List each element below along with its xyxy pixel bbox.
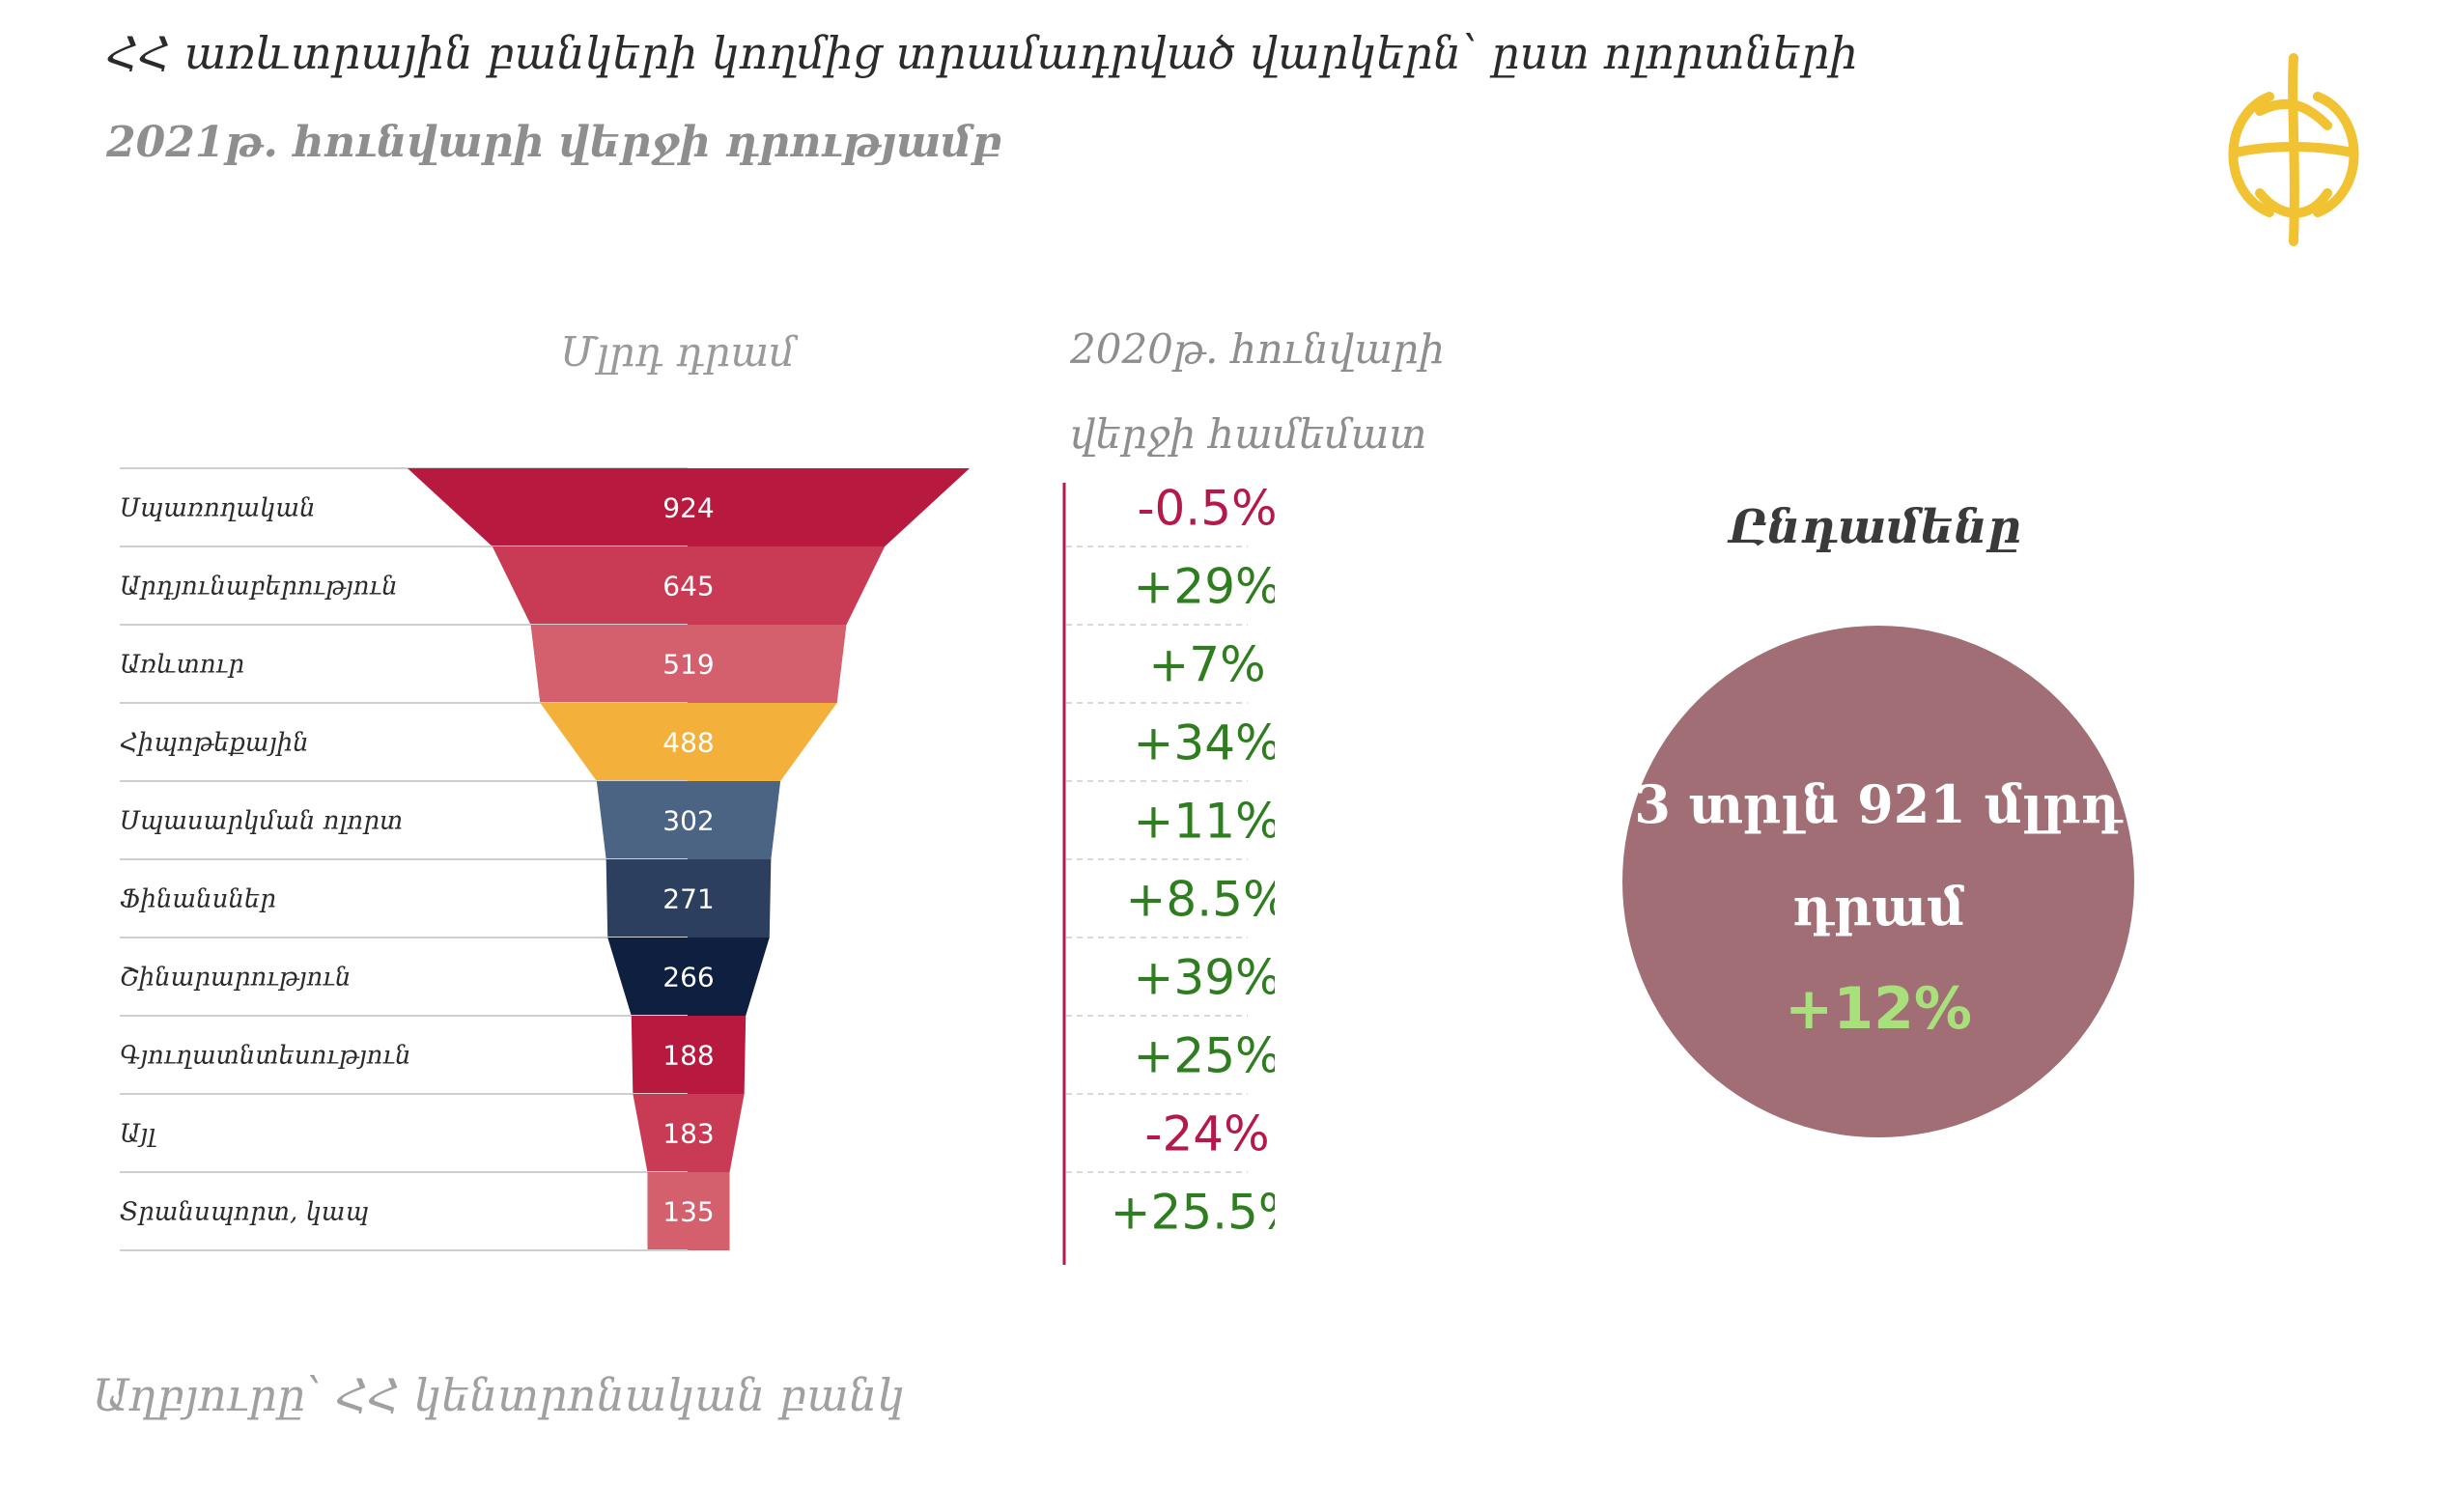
category-label: Սպառողական: [120, 494, 316, 523]
category-label: Տրանսպորտ, կապ: [120, 1198, 369, 1227]
comparison-label-line2: վերջի համեմատ: [1070, 410, 1427, 458]
value-label: 266: [662, 962, 714, 994]
funnel-segment: [631, 1016, 747, 1094]
chart-title: ՀՀ առևտրային բանկերի կողմից տրամադրված վ…: [106, 27, 1858, 79]
category-label: Շինարարություն: [120, 964, 351, 993]
total-title: Ընդամենը: [1729, 500, 2021, 554]
value-label: 519: [662, 649, 714, 681]
source-note: Աղբյուրը՝ ՀՀ կենտրոնական բանկ: [93, 1369, 905, 1421]
category-label: Գյուղատնտեսություն: [120, 1042, 411, 1071]
total-value: 3 տրլն 921 մլրդ դրամ: [1634, 773, 2123, 938]
category-label: Արդյունաբերություն: [120, 573, 398, 602]
change-label: +11%: [1133, 794, 1275, 850]
change-label: +25%: [1133, 1028, 1275, 1084]
funnel-segment: [633, 1094, 745, 1172]
funnel-chart: Սպառողական 924 -0.5% Արդյունաբերություն 645 +…: [120, 467, 1275, 1265]
category-label: Ֆինանսներ: [120, 885, 276, 914]
value-label: 924: [662, 492, 714, 524]
funnel-segment: [530, 625, 847, 703]
change-label: +8.5%: [1126, 872, 1275, 928]
chart-subtitle: 2021թ. հունվարի վերջի դրությամբ: [106, 118, 1001, 167]
value-label: 302: [662, 805, 714, 837]
category-label: Առևտուր: [120, 651, 244, 680]
change-label: -24%: [1144, 1106, 1269, 1162]
category-label: Այլ: [120, 1120, 156, 1149]
logo-icon: [2228, 53, 2359, 246]
funnel-segment: [540, 703, 837, 781]
total-change: +12%: [1785, 975, 1972, 1043]
funnel-segment: [407, 468, 971, 546]
change-label: +7%: [1148, 637, 1265, 693]
change-label: +25.5%: [1111, 1185, 1275, 1241]
unit-label: Մլրդ դրամ: [560, 328, 796, 376]
value-label: 188: [662, 1040, 714, 1072]
value-label: 488: [662, 727, 714, 759]
change-label: +39%: [1133, 950, 1275, 1006]
funnel-segment: [647, 1172, 730, 1250]
comparison-label-line1: 2020թ. հունվարի: [1070, 325, 1445, 373]
comparison-label: 2020թ. հունվարի վերջի համեմատ: [1070, 307, 1445, 477]
value-label: 271: [662, 883, 714, 915]
funnel-segment: [492, 546, 886, 625]
change-label: +34%: [1133, 715, 1275, 771]
funnel-segment: [606, 859, 772, 938]
change-label: +29%: [1133, 559, 1275, 615]
funnel-segment: [607, 938, 770, 1016]
value-label: 135: [662, 1196, 714, 1228]
change-label: -0.5%: [1137, 481, 1275, 537]
funnel-segment: [596, 781, 781, 859]
value-label: 183: [662, 1118, 714, 1150]
value-label: 645: [662, 571, 714, 602]
category-label: Սպասարկման ոլորտ: [120, 807, 403, 836]
total-circle: [1622, 626, 2134, 1137]
category-label: Հիպոթեքային: [120, 729, 309, 758]
